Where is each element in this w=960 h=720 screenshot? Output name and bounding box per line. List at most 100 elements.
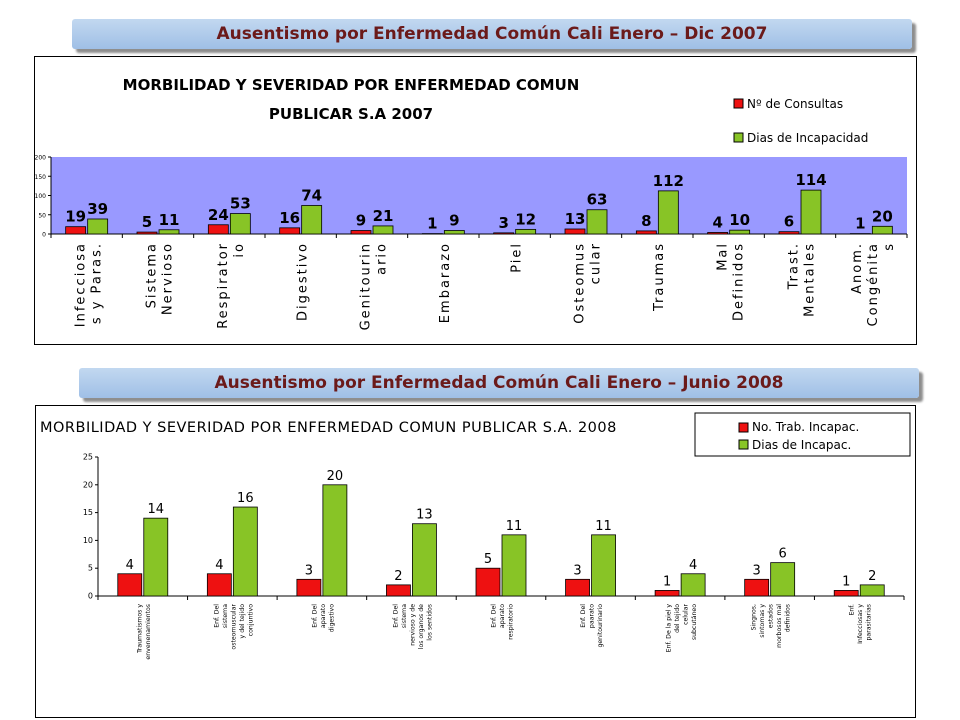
category-label: MalDefinidos bbox=[715, 242, 746, 321]
data-label: 3 bbox=[753, 563, 761, 578]
category-label-line: osteomuscular bbox=[230, 604, 237, 650]
category-label: Respiratorio bbox=[216, 242, 247, 329]
data-label: 3 bbox=[573, 563, 581, 578]
data-label: 112 bbox=[653, 172, 684, 190]
category-label-line: aparato bbox=[499, 604, 506, 628]
data-label: 74 bbox=[301, 187, 322, 205]
category-label-line: paarato bbox=[589, 604, 596, 628]
data-label: 4 bbox=[689, 558, 697, 573]
bar bbox=[493, 232, 515, 235]
data-label: 20 bbox=[872, 207, 893, 225]
data-label: 9 bbox=[356, 212, 366, 230]
category-label-line: conjuntivo bbox=[247, 604, 254, 636]
data-label: 16 bbox=[237, 491, 254, 506]
bar bbox=[372, 225, 394, 235]
category-label-line: Enf. bbox=[849, 604, 856, 616]
category-label-line: ario bbox=[375, 242, 390, 275]
bar bbox=[680, 573, 706, 597]
legend-swatch-trab bbox=[738, 422, 749, 433]
bar bbox=[117, 573, 143, 597]
data-label: 13 bbox=[565, 210, 586, 228]
data-label: 1 bbox=[427, 215, 437, 233]
y-tick-label: 0 bbox=[88, 592, 93, 601]
category-label: Osteomuscular bbox=[573, 242, 604, 324]
category-label-line: aparato bbox=[320, 604, 327, 628]
category-label-line: Anom. bbox=[850, 242, 865, 294]
data-label: 12 bbox=[515, 210, 536, 228]
bar bbox=[800, 189, 822, 235]
data-label: 3 bbox=[305, 563, 313, 578]
category-label-line: envenenamientos bbox=[145, 604, 152, 660]
y-tick-label: 25 bbox=[83, 453, 93, 462]
category-label: Traumatismos y envenenamientos bbox=[136, 604, 152, 660]
bar bbox=[301, 205, 323, 235]
category-label-line: celular bbox=[682, 604, 689, 625]
category-label-line: del tejido bbox=[674, 604, 681, 633]
data-label: 16 bbox=[279, 209, 300, 227]
category-label-line: Embarazo bbox=[438, 242, 453, 323]
data-label: 20 bbox=[327, 469, 344, 484]
data-label: 1 bbox=[663, 574, 671, 589]
category-label: Enf. De la piel y del tejido celular subcut… bbox=[665, 604, 698, 653]
chart-2008-panel: MORBILIDAD Y SEVERIDAD POR ENFERMEDAD CO… bbox=[35, 405, 916, 718]
category-label-line: los organos de bbox=[418, 604, 425, 649]
category-label-line: Infecciosas y bbox=[857, 604, 864, 644]
category-label: Piel bbox=[509, 242, 524, 273]
category-label: Anom.Congénitas bbox=[850, 242, 897, 326]
bar bbox=[565, 578, 590, 597]
y-tick-label: 10 bbox=[83, 536, 93, 545]
y-tick-label: 5 bbox=[88, 564, 93, 573]
category-label-line: Nervioso bbox=[161, 242, 176, 315]
bar bbox=[833, 590, 859, 597]
category-label: Digestivo bbox=[295, 242, 310, 321]
category-label-line: Sistema bbox=[145, 242, 160, 308]
bar bbox=[871, 225, 893, 235]
category-label-line: Congénita bbox=[866, 242, 881, 326]
data-label: 24 bbox=[208, 206, 229, 224]
category-label-line: s y Paras. bbox=[89, 242, 104, 324]
category-label-line: Digestivo bbox=[295, 242, 310, 321]
data-label: 19 bbox=[65, 208, 86, 226]
category-label-line: Enf. Del bbox=[491, 604, 498, 628]
legend-swatch-dias bbox=[733, 132, 744, 143]
category-label-line: respiratorio bbox=[508, 604, 515, 640]
category-label: Enf. Del paarato genitourinario bbox=[580, 604, 604, 648]
category-label-line: Enf. Del bbox=[392, 604, 399, 628]
category-label: Infecciosas y Paras. bbox=[73, 242, 104, 327]
category-label-line: definidos bbox=[785, 604, 792, 632]
data-label: 6 bbox=[784, 213, 794, 231]
bar bbox=[322, 484, 348, 597]
plot-area bbox=[51, 157, 907, 234]
category-label-line: Osteomus bbox=[573, 242, 588, 324]
category-label: Enf. Del sistema nervioso y de los organos … bbox=[392, 604, 433, 650]
legend-box bbox=[694, 412, 911, 457]
legend-label-trab: No. Trab. Incapac. bbox=[752, 420, 859, 434]
bar bbox=[87, 218, 109, 235]
bar bbox=[657, 190, 679, 235]
category-label: Embarazo bbox=[438, 242, 453, 323]
category-label-line: s bbox=[882, 242, 897, 251]
chart-2007-title-line2: PUBLICAR S.A 2007 bbox=[269, 105, 433, 123]
bar bbox=[386, 584, 411, 597]
category-label-line: subcutáneo bbox=[690, 604, 698, 640]
category-label-line: morbosos mal bbox=[776, 604, 783, 648]
bar bbox=[136, 231, 158, 235]
legend-label-consultas: Nº de Consultas bbox=[747, 97, 843, 111]
category-label-line: Traumas bbox=[652, 242, 667, 312]
category-label-line: Infecciosa bbox=[73, 242, 88, 327]
data-label: 39 bbox=[87, 200, 108, 218]
chart-2007-panel: MORBILIDAD Y SEVERIDAD POR ENFERMEDAD CO… bbox=[34, 56, 917, 345]
category-label-line: genitourinario bbox=[597, 604, 604, 648]
category-label-line: nervioso y de bbox=[409, 604, 416, 646]
category-label-line: io bbox=[232, 242, 247, 258]
bar bbox=[279, 227, 301, 235]
data-label: 53 bbox=[230, 195, 251, 213]
data-label: 6 bbox=[779, 547, 787, 562]
chart-2007-title-line1: MORBILIDAD Y SEVERIDAD POR ENFERMEDAD CO… bbox=[123, 76, 580, 94]
category-label-line: Definidos bbox=[731, 242, 746, 321]
bar bbox=[770, 562, 796, 597]
category-label-line: Mal bbox=[715, 242, 730, 271]
data-label: 14 bbox=[148, 502, 165, 517]
category-label: Singnos, sintomas y estados morbosos mal def… bbox=[751, 604, 792, 648]
data-label: 3 bbox=[498, 214, 508, 232]
